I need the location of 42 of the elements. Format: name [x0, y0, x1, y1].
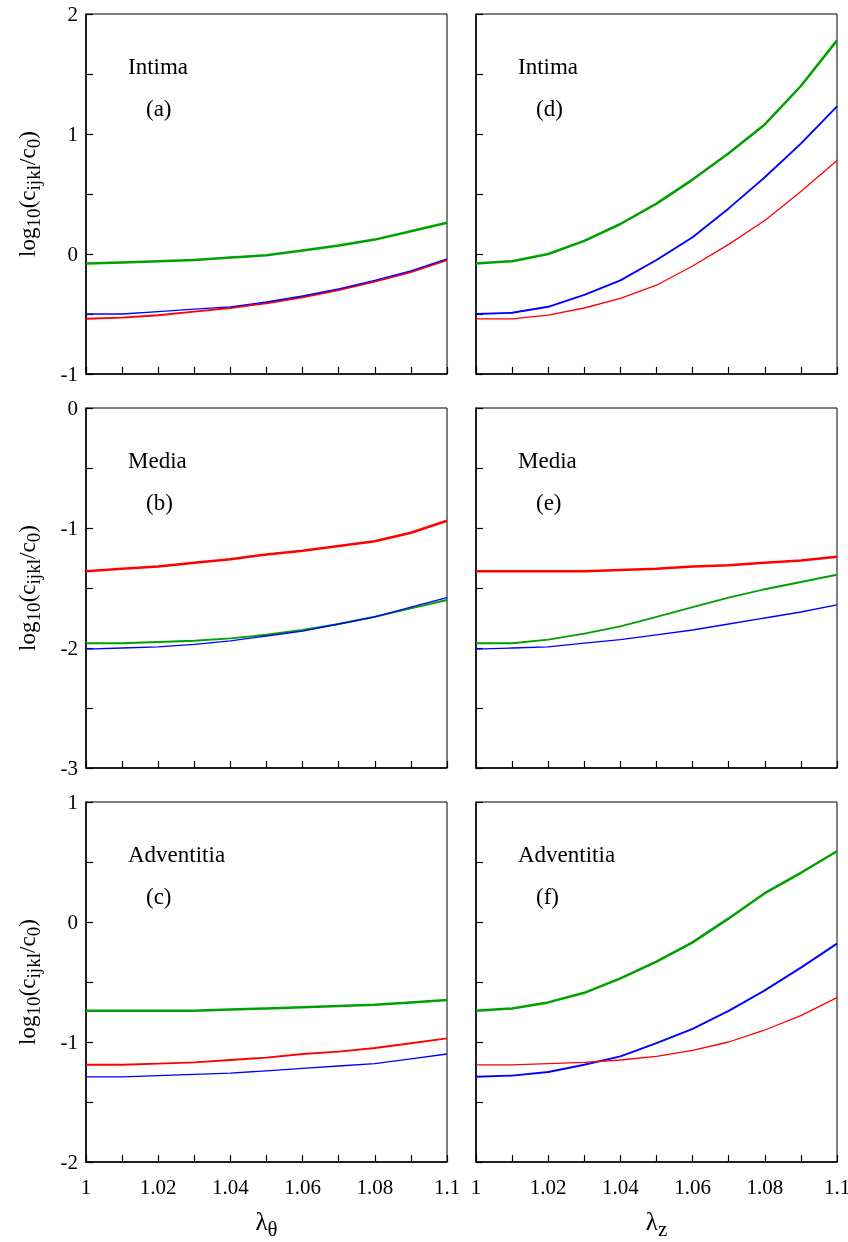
line-series [84, 221, 449, 265]
y-tick-label: -1 [60, 516, 78, 540]
y-tick-label: 1 [67, 790, 78, 814]
y-tick-label: -2 [60, 636, 78, 660]
y-tick-label: -1 [60, 362, 78, 386]
y-tick-label: 0 [67, 396, 78, 420]
y-tick-label: -1 [60, 1030, 78, 1054]
y-tick-label: -2 [60, 1150, 78, 1174]
annotation: (f) [536, 884, 559, 910]
annotation: (e) [536, 490, 562, 516]
annotation: (d) [536, 96, 563, 122]
x-tick-label: 1.08 [746, 1174, 784, 1199]
annotation: Adventitia [128, 842, 226, 868]
annotation: (b) [146, 490, 173, 516]
annotation: Media [518, 448, 577, 474]
x-tick-label: 1.08 [356, 1174, 394, 1199]
x-tick-label: 1.06 [284, 1174, 321, 1199]
x-axis-title: λ$_{θ}$ [255, 1208, 278, 1242]
annotation: Adventitia [518, 842, 616, 868]
line-series [85, 1037, 448, 1066]
x-tick-label: 1.04 [602, 1174, 640, 1199]
annotation: Media [128, 448, 187, 474]
annotation: Intima [128, 54, 189, 80]
y-tick-label: 1 [67, 122, 78, 146]
x-tick-label: 1.1 [823, 1174, 848, 1199]
line-series [85, 1053, 448, 1078]
y-tick-label: 2 [67, 2, 78, 26]
annotation: (a) [146, 96, 172, 122]
x-tick-label: 1.02 [139, 1174, 177, 1199]
y-tick-label: 0 [67, 242, 78, 266]
x-tick-label: 1.02 [529, 1174, 567, 1199]
annotation: Intima [518, 54, 579, 80]
x-tick-label: 1.06 [674, 1174, 711, 1199]
line-series [84, 519, 449, 573]
line-series [84, 998, 449, 1013]
y-tick-label: 0 [67, 910, 78, 934]
x-axis-title: λ$_{z}$ [645, 1208, 668, 1242]
y-tick-label: -3 [60, 756, 78, 780]
x-tick-label: 1 [470, 1174, 482, 1199]
x-tick-label: 1.1 [433, 1174, 461, 1199]
x-tick-label: 1.04 [212, 1174, 250, 1199]
annotation: (c) [146, 884, 172, 910]
